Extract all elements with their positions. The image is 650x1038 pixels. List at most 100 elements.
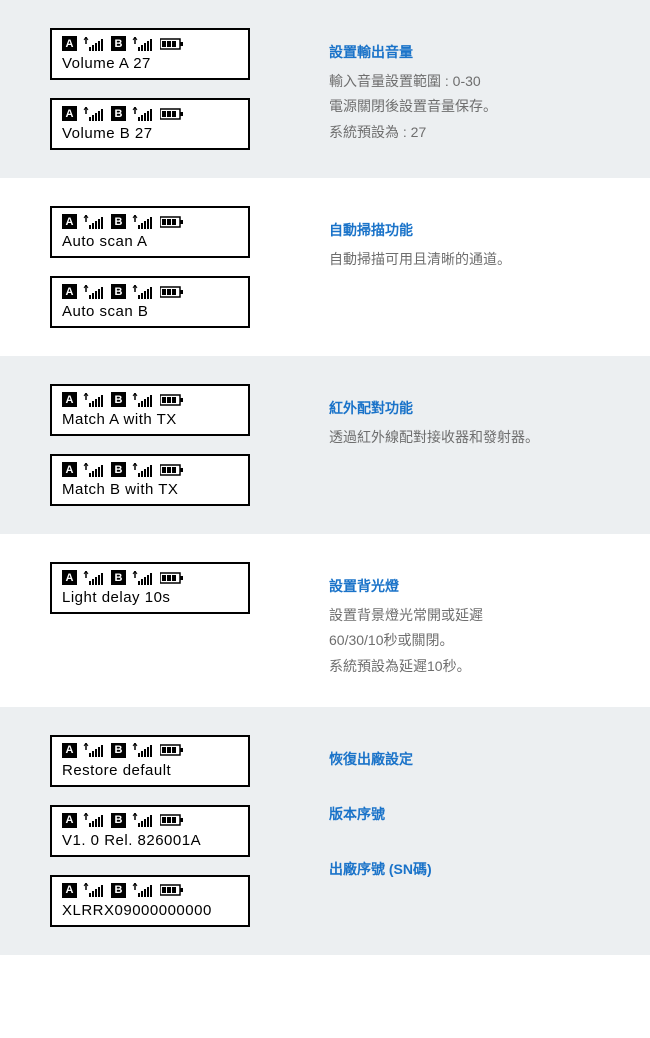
lcd-display: A B Auto scan A [50,206,250,258]
signal-b-icon [132,285,154,299]
channel-b-icon: B [111,36,126,51]
signal-b-icon [132,743,154,757]
section-autoscan: A B Auto scan A A B Auto scan B 自動掃描功能自動掃… [0,178,650,356]
description-title: 恢復出廠設定 [329,747,650,772]
lcd-column: A B Light delay 10s [50,562,305,679]
lcd-column: A B Auto scan A A B Auto scan B [50,206,305,328]
channel-b-icon: B [111,392,126,407]
signal-a-icon [83,37,105,51]
description-title: 自動掃描功能 [329,218,650,243]
signal-a-icon [83,107,105,121]
channel-b-icon: B [111,214,126,229]
battery-icon [160,884,184,896]
lcd-text: XLRRX09000000000 [62,902,238,919]
lcd-display: A B Match B with TX [50,454,250,506]
description-title: 版本序號 [329,802,650,827]
signal-a-icon [83,813,105,827]
channel-b-icon: B [111,570,126,585]
battery-icon [160,216,184,228]
signal-b-icon [132,883,154,897]
channel-b-icon: B [111,284,126,299]
battery-icon [160,108,184,120]
description-line: 60/30/10秒或關閉。 [329,628,650,653]
description-line: 電源關閉後設置音量保存。 [329,94,650,119]
signal-b-icon [132,215,154,229]
lcd-status-row: A B [62,36,238,51]
lcd-status-row: A B [62,284,238,299]
description-line: 系統預設為 : 27 [329,120,650,145]
channel-a-icon: A [62,813,77,828]
lcd-display: A B Volume B 27 [50,98,250,150]
signal-b-icon [132,813,154,827]
description-line: 自動掃描可用且清晰的通道。 [329,247,650,272]
channel-a-icon: A [62,883,77,898]
channel-b-icon: B [111,883,126,898]
signal-a-icon [83,215,105,229]
description-title: 紅外配對功能 [329,396,650,421]
description-block: 版本序號 [329,802,650,831]
signal-a-icon [83,393,105,407]
signal-b-icon [132,463,154,477]
channel-a-icon: A [62,214,77,229]
lcd-text: V1. 0 Rel. 826001A [62,832,238,849]
lcd-display: A B Volume A 27 [50,28,250,80]
lcd-status-row: A B [62,106,238,121]
lcd-text: Volume A 27 [62,55,238,72]
lcd-status-row: A B [62,214,238,229]
channel-a-icon: A [62,392,77,407]
lcd-column: A B Volume A 27 A B Volume B 27 [50,28,305,150]
description-title: 設置背光燈 [329,574,650,599]
description-title: 出廠序號 (SN碼) [329,857,650,882]
signal-b-icon [132,393,154,407]
channel-b-icon: B [111,813,126,828]
section-restore: A B Restore default A B V1. 0 Rel. 82600… [0,707,650,955]
battery-icon [160,464,184,476]
lcd-status-row: A B [62,813,238,828]
section-light: A B Light delay 10s 設置背光燈設置背景燈光常開或延遲60/30… [0,534,650,707]
description-column: 設置背光燈設置背景燈光常開或延遲60/30/10秒或關閉。系統預設為延遲10秒。 [305,562,650,679]
lcd-column: A B Match A with TX A B Match B with TX [50,384,305,506]
description-line: 系統預設為延遲10秒。 [329,654,650,679]
lcd-text: Restore default [62,762,238,779]
section-volume: A B Volume A 27 A B Volume B 27設置輸出音量輸入音… [0,0,650,178]
lcd-column: A B Restore default A B V1. 0 Rel. 82600… [50,735,305,927]
signal-a-icon [83,285,105,299]
signal-b-icon [132,107,154,121]
battery-icon [160,814,184,826]
description-column: 自動掃描功能自動掃描可用且清晰的通道。 [305,206,650,328]
lcd-display: A B Auto scan B [50,276,250,328]
channel-a-icon: A [62,36,77,51]
lcd-display: A B Restore default [50,735,250,787]
channel-a-icon: A [62,462,77,477]
channel-a-icon: A [62,743,77,758]
lcd-display: A B Match A with TX [50,384,250,436]
battery-icon [160,38,184,50]
signal-a-icon [83,463,105,477]
lcd-text: Light delay 10s [62,589,238,606]
description-block: 紅外配對功能透過紅外線配對接收器和發射器。 [329,396,650,450]
description-line: 輸入音量設置範圍 : 0-30 [329,69,650,94]
channel-b-icon: B [111,462,126,477]
lcd-text: Volume B 27 [62,125,238,142]
description-block: 設置背光燈設置背景燈光常開或延遲60/30/10秒或關閉。系統預設為延遲10秒。 [329,574,650,679]
description-block: 設置輸出音量輸入音量設置範圍 : 0-30電源關閉後設置音量保存。系統預設為 :… [329,40,650,145]
lcd-status-row: A B [62,883,238,898]
lcd-display: A B Light delay 10s [50,562,250,614]
lcd-status-row: A B [62,743,238,758]
battery-icon [160,286,184,298]
description-line: 透過紅外線配對接收器和發射器。 [329,425,650,450]
description-line: 設置背景燈光常開或延遲 [329,603,650,628]
channel-b-icon: B [111,106,126,121]
section-match: A B Match A with TX A B Match B with TX 紅… [0,356,650,534]
description-column: 恢復出廠設定版本序號出廠序號 (SN碼) [305,735,650,927]
signal-a-icon [83,571,105,585]
channel-a-icon: A [62,106,77,121]
battery-icon [160,744,184,756]
description-column: 設置輸出音量輸入音量設置範圍 : 0-30電源關閉後設置音量保存。系統預設為 :… [305,28,650,150]
lcd-text: Auto scan B [62,303,238,320]
lcd-status-row: A B [62,392,238,407]
description-block: 自動掃描功能自動掃描可用且清晰的通道。 [329,218,650,272]
signal-b-icon [132,37,154,51]
channel-a-icon: A [62,284,77,299]
description-title: 設置輸出音量 [329,40,650,65]
